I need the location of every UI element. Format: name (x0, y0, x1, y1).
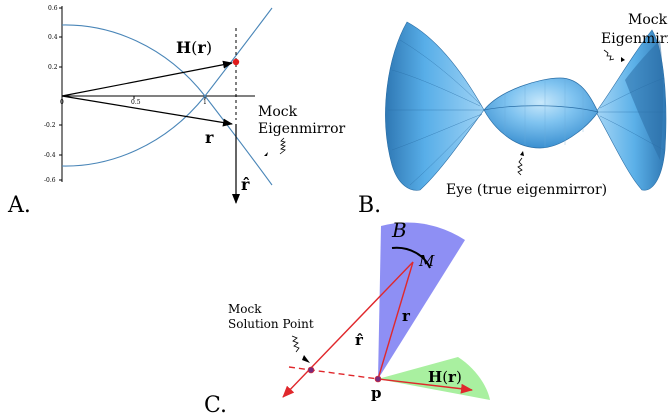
p-label: p (371, 384, 382, 402)
mock-label-b-2: Eigenmirror (601, 31, 668, 47)
squiggle-b-top-head (621, 57, 625, 62)
right-wing-mesh (598, 77, 666, 151)
panel-a: 0.6 0.4 0.2 -0.2 -0.4 -0.6 0 0.5 1 H(r) … (7, 5, 346, 218)
squiggle-c (291, 335, 300, 353)
point-p (374, 375, 382, 383)
h-label: H(r) (176, 38, 212, 57)
blue-cone (378, 222, 465, 379)
panel-c: B M r r̂ p H(r) Mock Solution Point C. (204, 218, 490, 418)
r-label-c: r (402, 307, 411, 325)
mirror-arc (391, 246, 431, 269)
panel-b: Mock Eigenmirror Eye (true eigenmirror) … (358, 12, 668, 218)
left-mirror-wing (385, 21, 485, 191)
x-tick-label: 0 (60, 99, 64, 106)
m-label: M (418, 252, 435, 270)
rhat-label-c: r̂ (355, 331, 364, 349)
squiggle-b-eye (517, 157, 523, 176)
y-tick-label: 0.2 (48, 64, 58, 71)
eye-surface (483, 77, 599, 149)
y-tick-label: -0.2 (44, 122, 56, 129)
rhat-ray (282, 261, 414, 398)
dashed-ray (288, 366, 379, 380)
mock-solution-point (307, 366, 315, 374)
squiggle-pointer (279, 137, 286, 155)
y-tick-label: 0.6 (48, 5, 58, 12)
mirror-curves (61, 7, 273, 186)
mock-eigenmirror-label: Mock (258, 104, 298, 120)
eye-mesh (504, 80, 584, 148)
squiggle-b-top (603, 49, 615, 61)
left-wing-mesh (388, 39, 484, 186)
red-point (232, 58, 240, 66)
mock-eigenmirror-label-2: Eigenmirror (258, 121, 346, 137)
r-vector-arrow (61, 95, 233, 127)
mock-solution-label: Mock (228, 302, 262, 316)
x-tick-label: 0.5 (131, 99, 141, 106)
curve-lower-left (61, 7, 273, 167)
squiggle-c-head (302, 355, 310, 363)
r-label: r (205, 128, 214, 147)
eye-rim (483, 105, 599, 113)
y-tick-label: -0.4 (44, 152, 56, 159)
h-label-c: H(r) (428, 368, 462, 386)
h-vector (377, 378, 473, 394)
squiggle-arrowhead (264, 152, 268, 156)
y-tick-label: 0.4 (48, 34, 58, 41)
x-tick-label: 1 (203, 99, 207, 106)
rhat-label: r̂ (241, 175, 250, 194)
right-wing-shadow (625, 40, 663, 160)
curve-upper-left (61, 24, 273, 186)
panel-c-label: C. (204, 393, 227, 418)
h-vector-arrow (61, 60, 233, 97)
mock-solution-label-2: Solution Point (228, 317, 314, 331)
b-label: B (391, 218, 407, 242)
r-vector (377, 261, 414, 380)
panel-b-label: B. (358, 193, 381, 218)
panel-a-label: A. (7, 193, 31, 218)
squiggle-b-eye-head (520, 151, 524, 156)
y-tick-label: -0.6 (44, 177, 56, 184)
mock-label-b: Mock (628, 12, 668, 28)
eye-label: Eye (true eigenmirror) (446, 182, 607, 198)
y-ticks: 0.6 0.4 0.2 -0.2 -0.4 -0.6 0 0.5 1 (44, 5, 207, 184)
